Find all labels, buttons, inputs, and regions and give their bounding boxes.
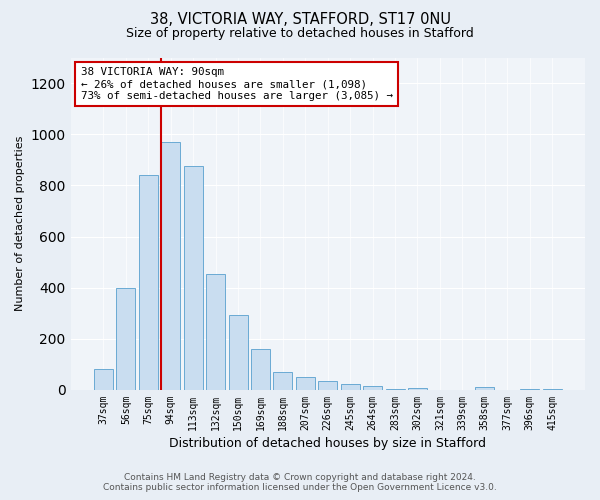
Bar bbox=[363, 386, 382, 390]
Bar bbox=[229, 314, 248, 390]
Bar bbox=[94, 370, 113, 390]
Text: Contains HM Land Registry data © Crown copyright and database right 2024.
Contai: Contains HM Land Registry data © Crown c… bbox=[103, 473, 497, 492]
Text: 38, VICTORIA WAY, STAFFORD, ST17 0NU: 38, VICTORIA WAY, STAFFORD, ST17 0NU bbox=[149, 12, 451, 28]
Bar bbox=[318, 381, 337, 390]
Bar bbox=[251, 349, 270, 390]
Bar bbox=[475, 388, 494, 390]
Bar bbox=[274, 372, 292, 390]
Bar bbox=[161, 142, 180, 390]
Bar bbox=[408, 388, 427, 390]
Y-axis label: Number of detached properties: Number of detached properties bbox=[15, 136, 25, 312]
Text: Size of property relative to detached houses in Stafford: Size of property relative to detached ho… bbox=[126, 28, 474, 40]
Bar bbox=[296, 376, 315, 390]
Bar bbox=[386, 389, 404, 390]
Bar bbox=[520, 388, 539, 390]
Bar bbox=[542, 388, 562, 390]
Bar bbox=[206, 274, 225, 390]
Bar bbox=[341, 384, 360, 390]
X-axis label: Distribution of detached houses by size in Stafford: Distribution of detached houses by size … bbox=[169, 437, 486, 450]
Bar bbox=[184, 166, 203, 390]
Bar bbox=[116, 288, 136, 390]
Bar bbox=[139, 175, 158, 390]
Text: 38 VICTORIA WAY: 90sqm
← 26% of detached houses are smaller (1,098)
73% of semi-: 38 VICTORIA WAY: 90sqm ← 26% of detached… bbox=[81, 68, 393, 100]
